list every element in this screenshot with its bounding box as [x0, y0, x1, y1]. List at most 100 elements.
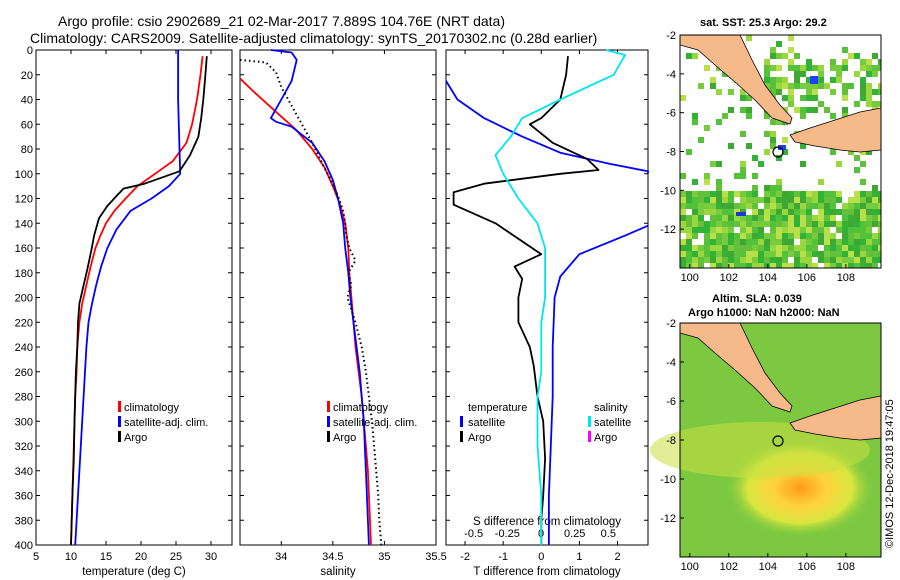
sst-cell: [860, 161, 866, 167]
sst-cell: [704, 65, 710, 71]
series-line-t-satellite-deep: [548, 224, 649, 545]
sst-cell: [764, 203, 770, 209]
sst-cell: [848, 83, 854, 89]
sst-cell: [848, 149, 854, 155]
sst-cell: [698, 191, 704, 197]
sst-cell: [764, 191, 770, 197]
sst-cell: [842, 239, 848, 245]
sst-cell: [728, 191, 734, 197]
sst-cell: [836, 245, 842, 251]
series-line-satellite-adj-clim-: [74, 50, 182, 546]
x-tick-label: -1: [498, 551, 508, 563]
sst-cell: [692, 257, 698, 263]
sst-cell: [878, 257, 881, 263]
sst-cell: [830, 263, 836, 268]
x-axis-label: temperature (deg C): [82, 566, 186, 578]
lon-tick-label: 102: [720, 272, 738, 284]
sst-cell: [860, 77, 866, 83]
sst-cell: [770, 143, 776, 149]
sst-cell: [746, 251, 752, 257]
plot-area: [35, 49, 233, 546]
lon-tick-label: 102: [720, 561, 738, 573]
lat-tick-label: -10: [660, 185, 676, 197]
sst-cell: [860, 95, 866, 101]
legend-label-argo: Argo: [124, 432, 147, 444]
sst-cell: [800, 257, 806, 263]
sst-cell: [764, 233, 770, 239]
sst-cell: [764, 263, 770, 268]
sst-cell: [686, 53, 692, 59]
salinity-legend: climatology satellite-adj. clim. Argo: [327, 401, 417, 444]
sst-cell: [770, 83, 776, 89]
x-axis-label: salinity: [320, 566, 355, 578]
sst-cell: [806, 245, 812, 251]
sst-cell: [812, 245, 818, 251]
sst-cell: [776, 203, 782, 209]
sst-cell: [824, 197, 830, 203]
sst-cell: [734, 251, 740, 257]
sst-cell: [704, 221, 710, 227]
sst-cell: [698, 251, 704, 257]
sst-cell: [842, 221, 848, 227]
sst-cell: [818, 227, 824, 233]
legend-label-s-argo: Argo: [594, 432, 617, 444]
sst-cell: [860, 89, 866, 95]
sst-cell: [812, 191, 818, 197]
sst-cell: [728, 197, 734, 203]
sst-cell: [854, 227, 860, 233]
sst-cell: [848, 203, 854, 209]
lon-tick-label: 106: [798, 272, 816, 284]
sst-cell: [740, 131, 746, 137]
sst-cell: [830, 65, 836, 71]
sst-cell: [716, 245, 722, 251]
sst-cell: [680, 191, 686, 197]
sst-cell: [854, 263, 860, 268]
sst-cell: [764, 257, 770, 263]
sst-cell: [686, 245, 692, 251]
sst-cell: [866, 191, 872, 197]
sst-cell: [818, 251, 824, 257]
sst-cell: [770, 257, 776, 263]
sst-cell: [866, 65, 872, 71]
sst-cell: [866, 215, 872, 221]
sst-cell: [872, 263, 878, 268]
sst-cell: [842, 215, 848, 221]
sst-cell: [758, 161, 764, 167]
sst-cell: [758, 221, 764, 227]
sst-cell: [788, 251, 794, 257]
sst-cell: [782, 251, 788, 257]
sst-cell: [848, 227, 854, 233]
sst-cell: [842, 263, 848, 268]
plot-area: [239, 49, 437, 546]
salinity-panel: 34 34.5 35 35.5 salinity: [239, 49, 447, 578]
sst-cell: [848, 251, 854, 257]
sst-cell: [698, 137, 704, 143]
sst-cell: [812, 263, 818, 268]
series-line-climatology: [239, 77, 372, 546]
sst-cell: [836, 209, 842, 215]
sst-cell: [710, 197, 716, 203]
sst-cell: [770, 77, 776, 83]
sst-cell: [866, 95, 872, 101]
lat-tick-label: -10: [660, 474, 676, 486]
legend-swatch-sat: [327, 416, 330, 427]
lat-tick-label: -4: [666, 69, 676, 81]
sst-cell: [746, 143, 752, 149]
sst-cell: [794, 233, 800, 239]
sst-cell: [854, 101, 860, 107]
legend-title-temperature: temperature: [468, 402, 527, 414]
x-tick-label: 5: [33, 551, 39, 563]
sst-cell: [722, 245, 728, 251]
sst-cell: [704, 179, 710, 185]
sst-cell: [782, 209, 788, 215]
sst-cell: [716, 191, 722, 197]
sst-cell: [704, 125, 710, 131]
sst-cell: [722, 239, 728, 245]
sst-cell: [764, 77, 770, 83]
sla-argo-marker: [772, 435, 784, 447]
temperature-legend: climatology satellite-adj. clim. Argo: [118, 401, 208, 444]
sst-cell: [722, 233, 728, 239]
sst-cell: [716, 203, 722, 209]
sst-cell: [740, 203, 746, 209]
lon-tick-label: 104: [759, 561, 777, 573]
